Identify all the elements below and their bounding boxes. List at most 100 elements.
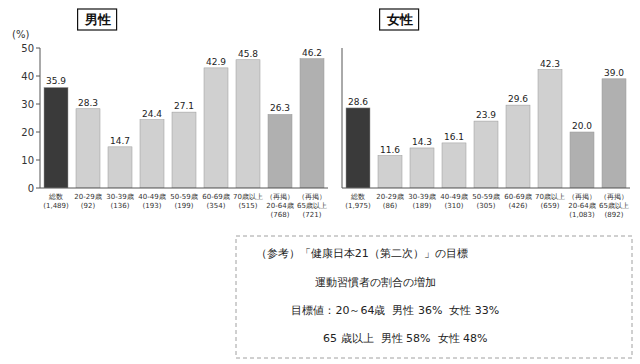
y-axis bbox=[342, 48, 343, 188]
x-tick-label-line: 50-59歳 bbox=[170, 193, 197, 201]
x-tick-label-line: (86) bbox=[383, 202, 398, 210]
x-tick-label-line: (305) bbox=[477, 202, 496, 210]
note-box bbox=[236, 236, 632, 358]
bar bbox=[172, 112, 196, 188]
x-tick-label-line: 50-59歳 bbox=[472, 193, 499, 201]
bar bbox=[410, 148, 434, 188]
x-tick-label-line: （再掲） bbox=[266, 193, 294, 201]
bar bbox=[268, 114, 292, 188]
x-tick-label: 20-29歳(92) bbox=[74, 193, 101, 210]
x-tick-label-line: (515) bbox=[239, 202, 258, 210]
data-label: 27.1 bbox=[174, 101, 194, 111]
y-tick bbox=[36, 76, 40, 77]
chart-root: 0102030405035.928.314.724.427.142.945.82… bbox=[0, 0, 640, 364]
panel: 0102030405035.928.314.724.427.142.945.82… bbox=[12, 9, 328, 219]
bar bbox=[378, 156, 402, 188]
x-tick-label-line: (892) bbox=[605, 211, 624, 219]
x-tick-label: 30-39歳(136) bbox=[106, 193, 133, 210]
x-tick-label: 40-49歳(310) bbox=[440, 193, 467, 210]
x-tick-label: 総数(1,975) bbox=[345, 193, 371, 210]
x-tick-label: 70歳以上(659) bbox=[535, 193, 565, 210]
x-tick-label: 60-69歳(354) bbox=[202, 193, 229, 210]
data-label: 11.6 bbox=[380, 145, 400, 155]
y-tick bbox=[36, 132, 40, 133]
x-tick-label: （再掲）20-64歳(1,083) bbox=[568, 193, 596, 219]
data-label: 26.3 bbox=[270, 103, 290, 113]
x-tick-label-line: 70歳以上 bbox=[233, 193, 263, 201]
x-tick-label-line: 総数 bbox=[48, 193, 63, 201]
data-label: 24.4 bbox=[142, 109, 162, 119]
x-tick-label: 50-59歳(305) bbox=[472, 193, 499, 210]
x-tick-label: 60-69歳(426) bbox=[504, 193, 531, 210]
x-tick-label-line: (768) bbox=[271, 211, 290, 219]
bar bbox=[76, 109, 100, 188]
y-tick bbox=[36, 160, 40, 161]
panel: 28.611.614.316.123.929.642.320.039.0総数(1… bbox=[342, 9, 630, 219]
data-label: 20.0 bbox=[572, 121, 592, 131]
x-tick-label-line: 40-49歳 bbox=[138, 193, 165, 201]
note-text: 目標値：20～64歳 男性 36% 女性 33% bbox=[291, 304, 499, 317]
title-box bbox=[78, 9, 117, 30]
y-tick bbox=[36, 48, 40, 49]
data-label: 14.3 bbox=[412, 137, 432, 147]
bar bbox=[44, 87, 68, 188]
bar bbox=[108, 147, 132, 188]
title-box bbox=[380, 9, 419, 30]
x-tick-label-line: (659) bbox=[541, 202, 560, 210]
x-tick-label-line: 40-49歳 bbox=[440, 193, 467, 201]
x-tick-label-line: (193) bbox=[143, 202, 162, 210]
y-tick bbox=[36, 104, 40, 105]
x-tick-label-line: 20-64歳 bbox=[568, 202, 595, 210]
note-text: （参考）「健康日本21（第二次）」の目標 bbox=[256, 247, 468, 260]
x-tick-label-line: 65歳以上 bbox=[599, 202, 629, 210]
x-tick-label: 30-39歳(189) bbox=[408, 193, 435, 210]
x-tick-label-line: （再掲） bbox=[600, 193, 628, 201]
y-tick bbox=[36, 188, 40, 189]
bar bbox=[602, 79, 626, 188]
bar bbox=[442, 143, 466, 188]
x-tick-label-line: (721) bbox=[303, 211, 322, 219]
bars bbox=[44, 59, 324, 188]
y-tick-label: 20 bbox=[21, 127, 34, 138]
x-axis bbox=[40, 188, 328, 189]
x-tick-label-line: 30-39歳 bbox=[106, 193, 133, 201]
bar bbox=[204, 68, 228, 188]
data-label: 42.9 bbox=[206, 57, 226, 67]
x-tick-label-line: (1,489) bbox=[43, 202, 69, 210]
x-tick-label-line: 60-69歳 bbox=[202, 193, 229, 201]
x-tick-label-line: 20-29歳 bbox=[376, 193, 403, 201]
x-tick-label-line: (1,083) bbox=[569, 211, 595, 219]
x-tick-label-line: (354) bbox=[207, 202, 226, 210]
x-tick-label-line: 60-69歳 bbox=[504, 193, 531, 201]
x-tick-label-line: (189) bbox=[413, 202, 432, 210]
x-axis bbox=[342, 188, 630, 189]
x-tick-label-line: (310) bbox=[445, 202, 464, 210]
x-tick-label: 50-59歳(199) bbox=[170, 193, 197, 210]
bars bbox=[346, 70, 626, 188]
x-tick-label: （再掲）65歳以上(892) bbox=[599, 193, 629, 219]
x-tick-label-line: 70歳以上 bbox=[535, 193, 565, 201]
x-tick-label-line: 65歳以上 bbox=[297, 202, 327, 210]
x-tick-label-line: （再掲） bbox=[568, 193, 596, 201]
x-tick-label-line: (92) bbox=[81, 202, 96, 210]
data-label: 14.7 bbox=[110, 136, 130, 146]
data-label: 16.1 bbox=[444, 132, 464, 142]
x-tick-label-line: 20-64歳 bbox=[266, 202, 293, 210]
x-tick-label-line: 20-29歳 bbox=[74, 193, 101, 201]
bar bbox=[570, 132, 594, 188]
data-label: 23.9 bbox=[476, 110, 496, 120]
bar bbox=[140, 120, 164, 188]
y-tick-label: 0 bbox=[28, 183, 34, 194]
x-tick-label-line: (136) bbox=[111, 202, 130, 210]
y-tick-label: 30 bbox=[21, 99, 34, 110]
x-tick-label-line: 総数 bbox=[350, 193, 365, 201]
data-label: 39.0 bbox=[604, 68, 624, 78]
x-tick-label: 70歳以上(515) bbox=[233, 193, 263, 210]
x-tick-label-line: （再掲） bbox=[298, 193, 326, 201]
bar bbox=[506, 105, 530, 188]
data-label: 46.2 bbox=[302, 48, 322, 58]
data-label: 28.3 bbox=[78, 98, 98, 108]
x-tick-label: （再掲）65歳以上(721) bbox=[297, 193, 327, 219]
x-tick-label-line: 30-39歳 bbox=[408, 193, 435, 201]
bar bbox=[538, 70, 562, 188]
